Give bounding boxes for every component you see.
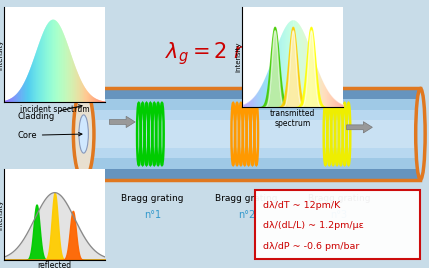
Text: Bragg grating: Bragg grating	[121, 194, 184, 203]
Bar	[82, 88, 420, 180]
Text: dλ/dT ~ 12pm/K: dλ/dT ~ 12pm/K	[263, 201, 340, 210]
Text: n°2: n°2	[238, 210, 255, 220]
FancyArrow shape	[347, 122, 372, 133]
Text: Bragg grating: Bragg grating	[308, 194, 370, 203]
Y-axis label: intensity: intensity	[235, 42, 241, 72]
Text: n°1: n°1	[144, 210, 161, 220]
Text: Core: Core	[17, 131, 82, 140]
Bar	[82, 120, 420, 148]
Bar	[82, 88, 420, 99]
FancyArrow shape	[109, 116, 135, 128]
Text: $\lambda_g = 2\ n\Lambda$: $\lambda_g = 2\ n\Lambda$	[166, 40, 263, 67]
Ellipse shape	[79, 115, 88, 153]
FancyArrow shape	[64, 215, 94, 227]
Bar	[82, 158, 420, 169]
X-axis label: reflected
spectrum: reflected spectrum	[36, 261, 73, 268]
Bar	[82, 99, 420, 110]
Text: Bragg grating: Bragg grating	[215, 194, 278, 203]
Text: Cladding: Cladding	[17, 105, 82, 121]
Ellipse shape	[416, 88, 425, 180]
Ellipse shape	[73, 88, 94, 180]
Text: dλ/(dL/L) ~ 1.2pm/με: dλ/(dL/L) ~ 1.2pm/με	[263, 221, 364, 230]
Y-axis label: intensity: intensity	[0, 199, 3, 230]
X-axis label: incident spectrum: incident spectrum	[20, 105, 90, 114]
Y-axis label: intensity: intensity	[0, 39, 3, 69]
FancyBboxPatch shape	[255, 190, 420, 259]
Text: dλ/dP ~ -0.6 pm/bar: dλ/dP ~ -0.6 pm/bar	[263, 242, 360, 251]
Text: n°3: n°3	[330, 210, 347, 220]
X-axis label: transmitted
spectrum: transmitted spectrum	[270, 109, 315, 128]
Bar	[82, 169, 420, 180]
